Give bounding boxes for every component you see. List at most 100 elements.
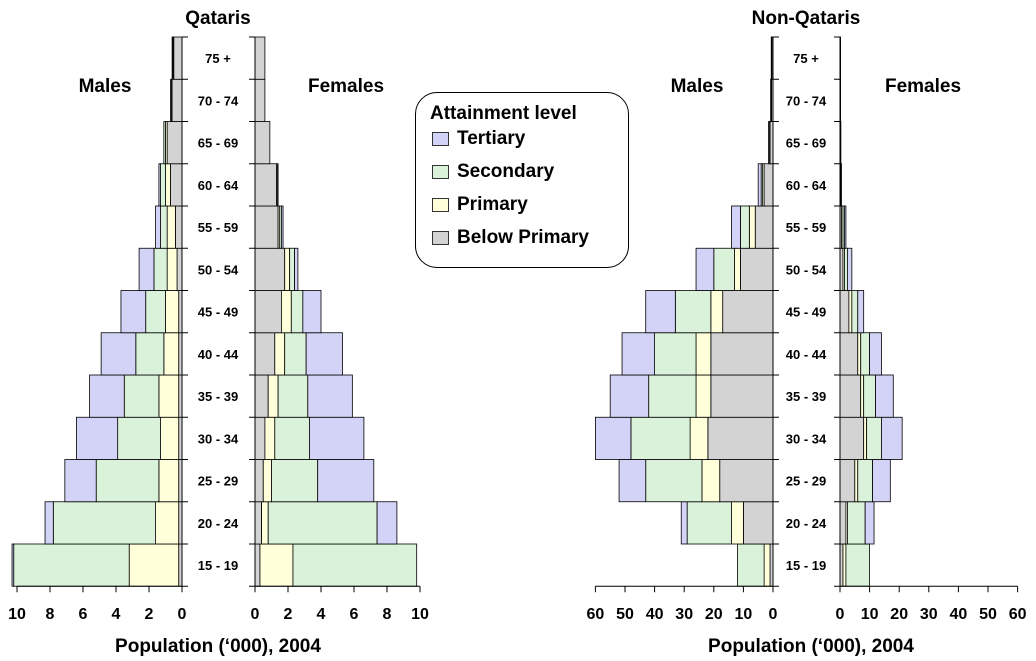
bar-female-primary: [259, 543, 294, 587]
bar-male-tertiary: [76, 416, 119, 460]
x-tick-label: 6: [350, 606, 359, 623]
legend-label-below-primary: Below Primary: [457, 227, 589, 248]
x-tick-label: 2: [145, 606, 154, 623]
age-group-label: 45 - 49: [198, 305, 238, 320]
bar-male-primary: [160, 416, 180, 460]
legend-item-primary: Primary: [432, 193, 528, 217]
bar-male-primary: [695, 374, 712, 418]
x-tick-label: 10: [411, 606, 429, 623]
age-group-label: 40 - 44: [786, 347, 827, 362]
bar-male-primary: [166, 247, 178, 291]
age-group-label: 75 +: [205, 51, 231, 66]
legend-box: Attainment level Tertiary Secondary Prim…: [415, 92, 629, 268]
bar-male-below-primary: [710, 374, 774, 418]
x-tick-label: 10: [735, 606, 753, 623]
x-tick-label: 4: [317, 606, 326, 623]
age-group-label: 55 - 59: [198, 220, 238, 235]
bar-female-below-primary: [839, 332, 859, 376]
bar-female-primary: [262, 459, 272, 503]
bar-female-primary: [274, 332, 286, 376]
bar-male-primary: [695, 332, 712, 376]
bar-female-secondary: [267, 501, 378, 545]
panel-title: Non-Qataris: [752, 8, 861, 29]
bar-female-tertiary: [881, 416, 903, 460]
x-tick-label: 20: [890, 606, 908, 623]
bar-male-below-primary: [166, 121, 183, 165]
bar-female-below-primary: [254, 459, 264, 503]
bar-male-tertiary: [595, 416, 632, 460]
bar-male-secondary: [163, 121, 166, 165]
bar-male-below-primary: [763, 163, 774, 207]
bar-female-primary: [280, 290, 292, 334]
bar-male-primary: [158, 459, 180, 503]
bar-female-below-primary: [254, 332, 276, 376]
bar-male-tertiary: [695, 247, 715, 291]
age-group-label: 50 - 54: [786, 262, 827, 277]
bar-female-tertiary: [872, 459, 891, 503]
age-group-label: 45 - 49: [786, 305, 826, 320]
x-tick-label: 8: [383, 606, 392, 623]
bar-male-below-primary: [171, 78, 183, 122]
bar-male-tertiary: [645, 290, 676, 334]
bar-male-primary: [158, 374, 180, 418]
bar-female-secondary: [860, 332, 870, 376]
bar-female-tertiary: [307, 374, 353, 418]
bar-male-secondary: [713, 247, 735, 291]
bar-male-secondary: [145, 290, 166, 334]
x-tick-label: 10: [861, 606, 879, 623]
bar-male-below-primary: [722, 290, 774, 334]
x-tick-label: 60: [1009, 606, 1027, 623]
bar-female-below-primary: [254, 36, 266, 80]
bar-female-below-primary: [839, 416, 865, 460]
bar-female-below-primary: [254, 290, 282, 334]
bar-male-secondary: [135, 332, 165, 376]
bar-male-tertiary: [731, 205, 741, 249]
age-group-label: 60 - 64: [786, 178, 827, 193]
bar-female-primary: [267, 374, 279, 418]
bar-male-below-primary: [740, 247, 774, 291]
bar-male-tertiary: [100, 332, 137, 376]
bar-female-secondary: [277, 374, 309, 418]
x-tick-label: 60: [587, 606, 605, 623]
x-tick-label: 8: [46, 606, 55, 623]
bar-female-secondary: [844, 247, 848, 291]
age-group-label: 20 - 24: [786, 516, 827, 531]
x-tick-label: 0: [769, 606, 778, 623]
bar-female-secondary: [866, 416, 882, 460]
age-group-label: 70 - 74: [198, 93, 239, 108]
bar-female-below-primary: [839, 290, 850, 334]
bar-female-primary: [842, 543, 847, 587]
x-tick-label: 6: [79, 606, 88, 623]
x-tick-label: 0: [836, 606, 845, 623]
bar-male-primary: [163, 332, 180, 376]
bar-male-tertiary: [618, 459, 647, 503]
x-tick-label: 50: [979, 606, 997, 623]
age-group-label: 25 - 29: [198, 474, 238, 489]
bar-female-primary: [840, 163, 842, 207]
bar-male-secondary: [117, 416, 161, 460]
bar-male-below-primary: [743, 501, 774, 545]
x-tick-label: 20: [705, 606, 723, 623]
panel-title: Qataris: [185, 8, 250, 29]
age-group-label: 35 - 39: [198, 389, 238, 404]
bar-male-tertiary: [609, 374, 650, 418]
bar-female-below-primary: [254, 163, 277, 207]
age-group-label: 30 - 34: [786, 431, 827, 446]
legend-item-secondary: Secondary: [432, 160, 554, 184]
bar-female-below-primary: [254, 121, 271, 165]
bar-female-tertiary: [302, 290, 322, 334]
bar-female-tertiary: [857, 290, 865, 334]
age-group-label: 60 - 64: [198, 178, 239, 193]
bar-male-tertiary: [89, 374, 125, 418]
bar-female-tertiary: [280, 205, 284, 249]
x-tick-label: 40: [950, 606, 968, 623]
bar-male-secondary: [737, 543, 765, 587]
bar-male-secondary: [171, 36, 174, 80]
legend-swatch-primary: [432, 198, 449, 212]
bar-male-below-primary: [710, 332, 774, 376]
age-group-label: 70 - 74: [786, 93, 827, 108]
x-axis-title: Population (‘000), 2004: [708, 636, 914, 657]
x-tick-label: 0: [178, 606, 187, 623]
bar-female-below-primary: [254, 416, 266, 460]
